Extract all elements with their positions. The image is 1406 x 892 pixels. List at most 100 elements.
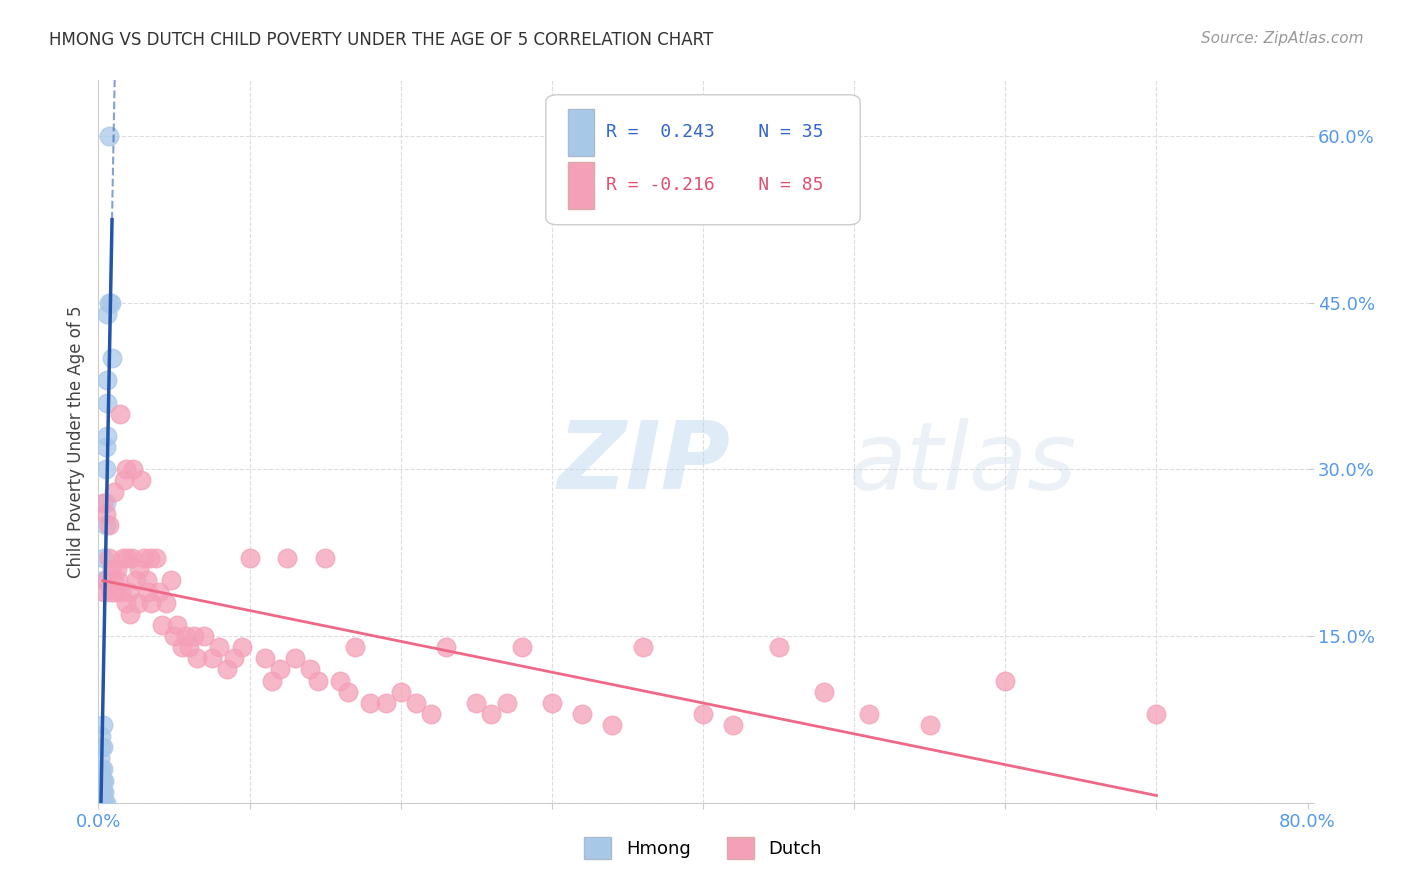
Point	[239, 551, 262, 566]
Point	[155, 596, 177, 610]
Point	[136, 584, 159, 599]
Point	[120, 607, 142, 621]
Bar	[568, 109, 595, 156]
Point	[284, 651, 307, 665]
Point	[179, 640, 201, 655]
Point	[208, 640, 231, 655]
Point	[344, 640, 367, 655]
Point	[360, 696, 382, 710]
Point	[91, 796, 114, 810]
Point	[90, 729, 112, 743]
Point	[132, 551, 155, 566]
Point	[107, 574, 129, 588]
Point	[90, 796, 112, 810]
Point	[96, 574, 118, 588]
Point	[495, 696, 517, 710]
Point	[434, 640, 457, 655]
Point	[127, 596, 149, 610]
Point	[104, 584, 127, 599]
Legend: Hmong, Dutch: Hmong, Dutch	[576, 830, 830, 866]
Point	[141, 596, 163, 610]
Point	[96, 307, 118, 321]
Text: Source: ZipAtlas.com: Source: ZipAtlas.com	[1201, 31, 1364, 46]
Point	[91, 785, 114, 799]
Point	[262, 673, 284, 688]
Point	[125, 574, 148, 588]
Text: R =  0.243    N = 35: R = 0.243 N = 35	[606, 123, 824, 141]
Point	[276, 551, 298, 566]
Point	[94, 440, 117, 454]
Point	[103, 574, 125, 588]
Point	[307, 673, 329, 688]
Point	[918, 718, 941, 732]
Point	[121, 551, 143, 566]
Point	[631, 640, 654, 655]
Point	[150, 618, 173, 632]
Point	[139, 551, 162, 566]
Point	[201, 651, 224, 665]
Point	[602, 718, 624, 732]
Point	[253, 651, 276, 665]
Point	[94, 796, 117, 810]
Point	[94, 507, 117, 521]
Point	[170, 640, 193, 655]
Point	[90, 763, 112, 777]
Point	[174, 629, 197, 643]
Point	[118, 584, 141, 599]
Point	[96, 429, 118, 443]
Point	[101, 351, 124, 366]
Point	[336, 684, 359, 698]
Point	[314, 551, 336, 566]
Point	[94, 462, 117, 476]
Point	[100, 584, 122, 599]
Point	[768, 640, 790, 655]
Point	[160, 574, 183, 588]
Point	[193, 629, 215, 643]
Point	[994, 673, 1017, 688]
Point	[374, 696, 396, 710]
Text: HMONG VS DUTCH CHILD POVERTY UNDER THE AGE OF 5 CORRELATION CHART: HMONG VS DUTCH CHILD POVERTY UNDER THE A…	[49, 31, 713, 49]
Point	[389, 684, 412, 698]
Point	[89, 751, 111, 765]
Point	[465, 696, 488, 710]
Point	[101, 562, 124, 576]
Bar	[568, 162, 595, 209]
Point	[96, 395, 118, 409]
Y-axis label: Child Poverty Under the Age of 5: Child Poverty Under the Age of 5	[66, 305, 84, 578]
Point	[166, 618, 188, 632]
Point	[112, 474, 135, 488]
Point	[100, 295, 122, 310]
Point	[129, 474, 152, 488]
Text: R = -0.216    N = 85: R = -0.216 N = 85	[606, 176, 824, 194]
Point	[163, 629, 186, 643]
Point	[93, 584, 115, 599]
Point	[145, 551, 167, 566]
Point	[98, 128, 121, 143]
Point	[723, 718, 745, 732]
Point	[269, 662, 291, 676]
Point	[89, 796, 111, 810]
Point	[148, 584, 170, 599]
Point	[231, 640, 253, 655]
Point	[91, 773, 114, 788]
Point	[108, 407, 131, 421]
Text: ZIP: ZIP	[558, 417, 731, 509]
Point	[90, 773, 112, 788]
Point	[114, 596, 136, 610]
Point	[186, 651, 208, 665]
Point	[111, 551, 134, 566]
Point	[93, 796, 115, 810]
FancyBboxPatch shape	[546, 95, 860, 225]
Point	[91, 763, 114, 777]
Point	[692, 706, 714, 721]
Point	[329, 673, 352, 688]
Point	[858, 706, 880, 721]
Point	[420, 706, 443, 721]
Point	[115, 551, 138, 566]
Point	[93, 773, 115, 788]
Point	[299, 662, 322, 676]
Point	[105, 562, 128, 576]
Point	[510, 640, 533, 655]
Point	[90, 740, 112, 755]
Point	[224, 651, 246, 665]
